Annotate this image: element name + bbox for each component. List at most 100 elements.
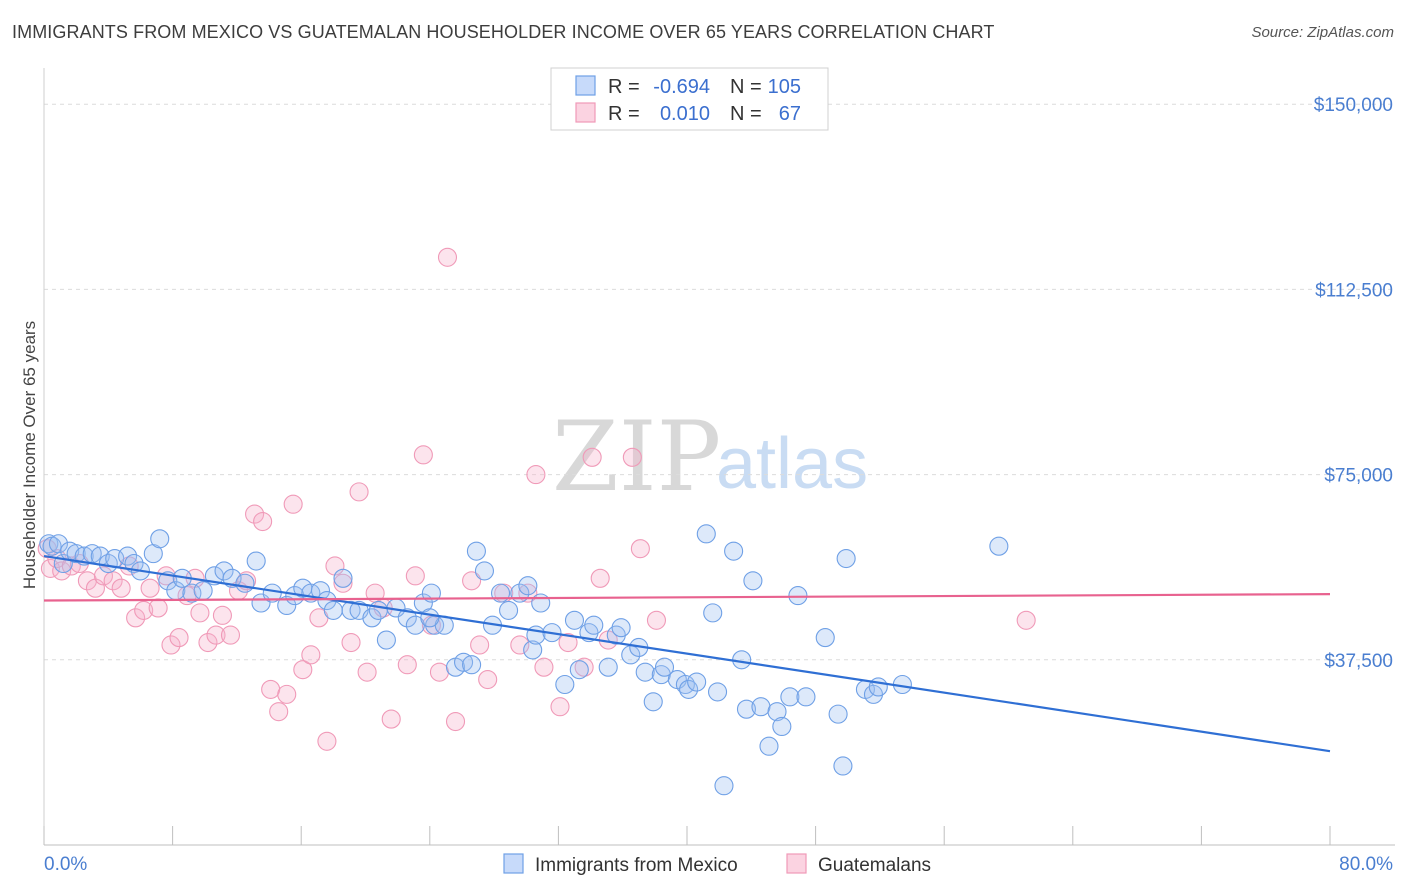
series-guatemalans — [37, 247, 1036, 751]
legend-n-label: N = — [730, 103, 762, 125]
trend-lines — [43, 554, 1331, 753]
trend-line-mexico — [43, 554, 1331, 753]
point-mexico — [724, 541, 744, 561]
point-guatemalans — [52, 561, 72, 581]
point-guatemalans — [558, 632, 578, 653]
point-mexico — [696, 524, 716, 544]
watermark: ZIP atlas — [552, 401, 868, 513]
point-mexico — [193, 581, 213, 601]
point-mexico — [788, 586, 808, 606]
series-legend: Immigrants from Mexico Guatemalans — [503, 853, 931, 876]
point-mexico — [772, 716, 792, 737]
point-guatemalans — [245, 504, 265, 524]
point-mexico — [751, 697, 771, 717]
point-mexico — [323, 600, 343, 620]
correlation-legend: R = -0.694 N = 105 R = 0.010 N = 67 — [550, 67, 829, 131]
y-axis-label: Householder Income Over 65 years — [20, 321, 39, 589]
point-guatemalans — [169, 628, 189, 648]
point-mexico — [474, 561, 495, 581]
point-mexico — [39, 534, 59, 554]
point-mexico — [679, 679, 699, 699]
point-guatemalans — [582, 447, 602, 467]
point-guatemalans — [206, 625, 226, 645]
point-mexico — [235, 573, 255, 593]
trend-line-guatemalans — [43, 593, 1331, 602]
point-mexico — [66, 544, 86, 564]
point-guatemalans — [349, 482, 369, 502]
point-mexico — [182, 583, 202, 603]
point-guatemalans — [445, 711, 466, 732]
bottom-legend-label-mexico: Immigrants from Mexico — [535, 855, 738, 876]
point-mexico — [611, 618, 631, 638]
point-mexico — [833, 756, 853, 776]
point-mexico — [333, 568, 353, 588]
point-mexico — [564, 610, 585, 630]
point-mexico — [569, 660, 589, 680]
watermark-atlas: atlas — [716, 424, 868, 504]
point-guatemalans — [429, 662, 449, 682]
point-guatemalans — [148, 598, 168, 618]
point-guatemalans — [269, 702, 289, 722]
x-ticks — [43, 826, 1331, 845]
point-guatemalans — [462, 571, 482, 591]
point-mexico — [420, 608, 440, 628]
point-mexico — [222, 568, 242, 588]
bottom-legend-swatch-guatemalans — [786, 853, 807, 874]
point-guatemalans — [437, 247, 458, 267]
point-mexico — [703, 603, 723, 623]
y-tick-label: $112,500 — [1315, 280, 1393, 301]
point-mexico — [397, 608, 417, 628]
point-mexico — [499, 600, 519, 620]
point-mexico — [635, 662, 655, 682]
legend-n-value: 67 — [779, 103, 801, 125]
point-mexico — [714, 776, 734, 796]
legend-swatch-mexico — [575, 75, 596, 96]
point-guatemalans — [590, 568, 610, 588]
point-guatemalans — [405, 566, 425, 586]
point-guatemalans — [93, 566, 114, 586]
point-mexico — [523, 640, 543, 660]
point-guatemalans — [510, 635, 530, 655]
point-mexico — [462, 655, 482, 675]
point-guatemalans — [277, 684, 297, 704]
point-mexico — [732, 650, 752, 670]
point-guatemalans — [190, 603, 210, 623]
bottom-legend-swatch-mexico — [503, 853, 524, 874]
point-guatemalans — [1016, 610, 1036, 630]
point-guatemalans — [630, 539, 650, 559]
point-mexico — [214, 561, 234, 581]
point-mexico — [989, 536, 1009, 556]
point-mexico — [828, 704, 848, 724]
axes — [43, 68, 1395, 846]
point-mexico — [362, 608, 382, 628]
point-guatemalans — [161, 635, 181, 655]
point-mexico — [759, 736, 779, 756]
point-mexico — [643, 692, 663, 712]
bottom-legend-label-guatemalans: Guatemalans — [818, 855, 931, 876]
point-guatemalans — [40, 558, 60, 578]
legend-r-value: -0.694 — [653, 76, 710, 98]
point-guatemalans — [470, 635, 490, 655]
point-mexico — [341, 600, 361, 620]
point-mexico — [277, 595, 297, 616]
legend-box — [550, 67, 829, 131]
point-guatemalans — [550, 697, 570, 717]
point-mexico — [555, 674, 575, 695]
y-tick-label: $75,000 — [1324, 466, 1393, 487]
point-guatemalans — [646, 610, 667, 630]
point-mexico — [368, 600, 388, 620]
point-mexico — [466, 541, 486, 561]
point-mexico — [743, 571, 763, 591]
source-label: Source: ZipAtlas.com — [1251, 24, 1394, 41]
watermark-zip: ZIP — [552, 401, 721, 513]
point-guatemalans — [140, 578, 160, 598]
legend-swatch-guatemalans — [575, 102, 596, 123]
point-mexico — [598, 657, 618, 677]
point-mexico — [780, 687, 800, 707]
point-mexico — [815, 628, 835, 648]
legend-r-label: R = — [608, 103, 640, 125]
point-guatemalans — [212, 605, 232, 625]
point-guatemalans — [198, 632, 218, 653]
point-guatemalans — [397, 655, 417, 675]
